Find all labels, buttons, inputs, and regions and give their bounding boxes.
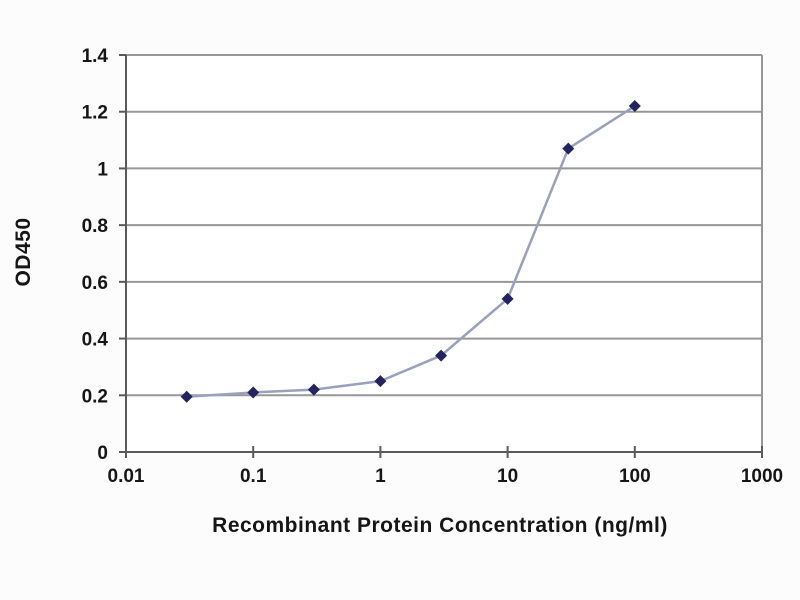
data-point-marker	[374, 375, 387, 388]
y-tick-label: 1	[97, 159, 108, 180]
data-point-marker	[628, 100, 641, 113]
y-tick-label: 0.4	[82, 330, 109, 351]
data-point-marker	[247, 386, 260, 399]
x-tick-label: 10	[497, 466, 518, 487]
y-tick-label: 0	[97, 443, 108, 464]
y-tick-label: 0.8	[82, 216, 108, 237]
y-axis-title: OD450	[12, 217, 35, 287]
data-point-marker	[435, 349, 448, 362]
series-line	[186, 104, 636, 398]
y-tick-label: 1.2	[82, 103, 108, 124]
data-point-marker	[501, 292, 514, 305]
data-point-marker	[180, 390, 193, 403]
plot-area	[126, 55, 762, 452]
y-tick-label: 0.2	[82, 386, 108, 407]
x-tick-label: 0.01	[108, 466, 145, 487]
x-axis-title: Recombinant Protein Concentration (ng/ml…	[212, 514, 668, 537]
x-tick-label: 0.1	[240, 466, 267, 487]
data-point-marker	[307, 383, 320, 396]
data-point-marker	[562, 142, 575, 155]
x-tick-label: 1	[375, 466, 386, 487]
y-tick-label: 1.4	[82, 46, 109, 67]
x-tick-label: 1000	[741, 466, 783, 487]
y-tick-label: 0.6	[82, 273, 108, 294]
x-tick-label: 100	[619, 466, 651, 487]
